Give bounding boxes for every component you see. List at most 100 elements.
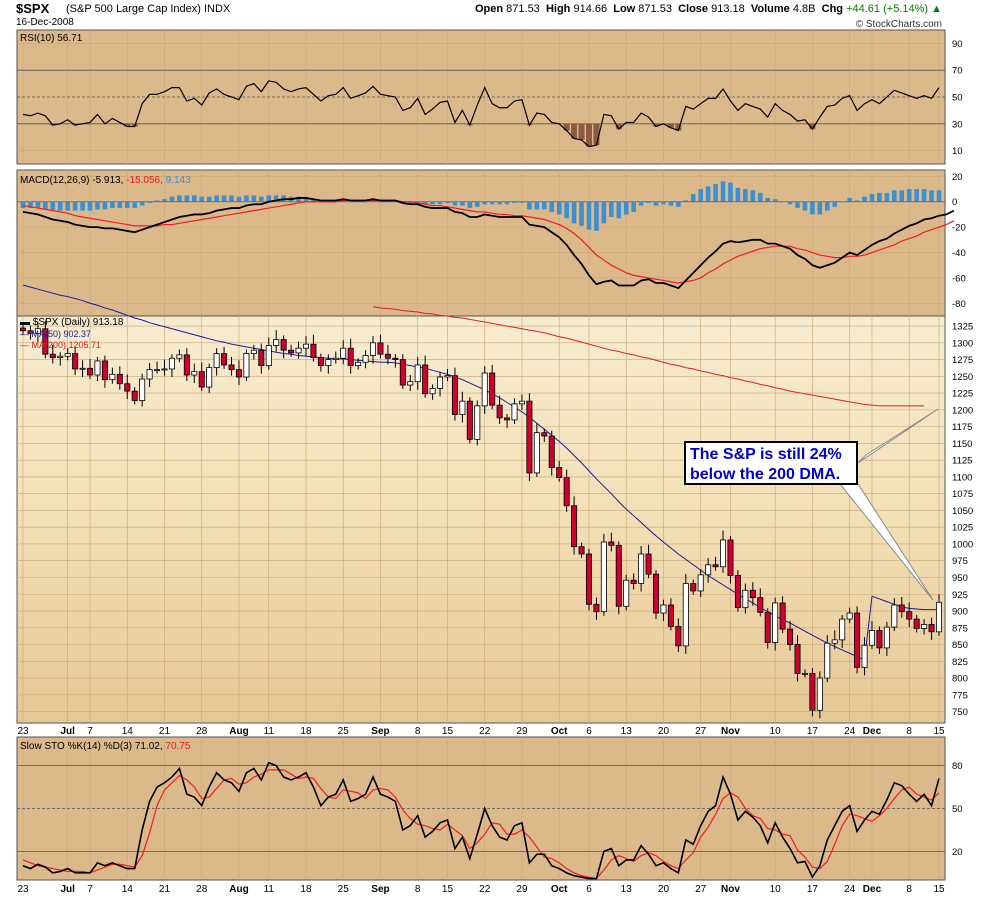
x-axis-label-bottom: 20 [658, 884, 670, 895]
macd-histogram-bar [735, 187, 741, 202]
macd-tick-label: 0 [952, 197, 957, 208]
macd-histogram-bar [802, 201, 808, 211]
candle-body [667, 604, 674, 627]
low-label: Low [613, 3, 636, 15]
x-axis-label: 21 [159, 726, 171, 737]
macd-histogram-bar [743, 189, 748, 202]
candle-body [429, 388, 436, 395]
macd-histogram-bar [445, 201, 450, 204]
ma50-legend: — MA(50) 902.37 [20, 329, 91, 339]
x-axis-label: Aug [229, 726, 248, 737]
candle-body [466, 400, 473, 440]
x-axis-label-bottom: Dec [863, 884, 882, 895]
macd-histogram-bar [340, 200, 346, 202]
x-axis-label-bottom: Oct [551, 884, 568, 895]
macd-histogram-bar [35, 201, 41, 209]
macd-signal-line [22, 199, 955, 284]
x-axis-label: 29 [516, 726, 528, 737]
candle-body [422, 364, 429, 395]
candle-body [481, 372, 488, 407]
candle-body [168, 357, 175, 370]
candle-body [444, 375, 451, 378]
macd-legend: MACD(12,26,9) -5.913, -15.056, 9.143 [20, 175, 191, 186]
price-tick-label: 1300 [952, 338, 973, 349]
x-axis-label-bottom: 28 [196, 884, 208, 895]
x-axis-label-bottom: 8 [906, 884, 912, 895]
macd-tick-label: -40 [952, 248, 966, 259]
x-axis-label: 28 [196, 726, 208, 737]
candle-body [72, 353, 79, 370]
x-axis-label-bottom: 17 [807, 884, 819, 895]
macd-histogram-bar [43, 201, 48, 210]
macd-histogram-bar [57, 201, 63, 211]
macd-histogram-bar [229, 195, 234, 202]
macd-histogram-bar [348, 201, 353, 203]
macd-histogram-bar [869, 194, 875, 202]
candle-body [280, 339, 287, 351]
macd-histogram-bar [147, 201, 152, 204]
rsi-legend: RSI(10) 56.71 [20, 33, 83, 44]
macd-histogram-bar [251, 195, 257, 202]
macd-tick-label: -60 [952, 273, 966, 284]
rsi-line [22, 80, 940, 148]
candle-body [846, 612, 853, 620]
x-axis-label-bottom: Jul [60, 884, 75, 895]
macd-histogram-bar [750, 190, 756, 202]
candle-body [377, 342, 384, 355]
macd-histogram-bar [102, 201, 108, 210]
candle-body [511, 403, 518, 421]
candle-body [34, 328, 41, 334]
x-axis-label-bottom: 23 [17, 884, 29, 895]
price-tick-label: 1225 [952, 389, 973, 400]
x-axis-label: 11 [264, 726, 275, 737]
macd-histogram-bar [638, 201, 644, 206]
candle-body [742, 589, 749, 609]
candle-body [362, 355, 369, 363]
price-tick-label: 1075 [952, 489, 973, 500]
macd-histogram-bar [757, 192, 763, 202]
candle-body [727, 539, 734, 576]
macd-histogram-bar [20, 201, 26, 209]
candle-body [273, 339, 280, 346]
close-label: Close [678, 3, 709, 15]
candle-body [772, 602, 779, 643]
candle-body [794, 644, 801, 674]
candle-body [839, 618, 846, 641]
macd-histogram-bar [884, 192, 890, 202]
price-panel [16, 315, 946, 724]
candle-body [437, 376, 444, 389]
candle-body [749, 589, 756, 599]
high-label: High [545, 3, 571, 15]
x-axis-label: 8 [906, 726, 912, 737]
candle-body [779, 602, 786, 630]
candle-body [407, 381, 414, 386]
candle-body [548, 435, 555, 468]
candle-body [302, 343, 309, 349]
x-axis-label-bottom: 18 [300, 884, 312, 895]
low-value: 871.53 [638, 3, 672, 15]
candle-body [355, 361, 362, 367]
candle-body [906, 611, 913, 620]
macd-histogram-bar [407, 201, 413, 205]
price-tick-label: 1175 [952, 422, 972, 433]
macd-histogram-bar [646, 201, 651, 204]
candle-body [764, 611, 771, 643]
x-axis-label: 23 [17, 726, 29, 737]
x-axis-label-bottom: 15 [933, 884, 945, 895]
macd-histogram-bar [460, 201, 465, 206]
candle-body [489, 372, 496, 406]
macd-panel [16, 169, 946, 317]
macd-histogram-bar [594, 201, 599, 231]
macd-histogram-bar [906, 189, 912, 202]
candle-body [206, 367, 213, 388]
macd-histogram-bar [817, 201, 823, 215]
macd-histogram-bar [266, 195, 272, 202]
x-axis-label-bottom: 21 [159, 884, 171, 895]
macd-histogram-bar [497, 201, 502, 205]
macd-histogram-bar [765, 197, 771, 202]
macd-histogram-bar [385, 201, 391, 203]
candle-body [533, 432, 540, 474]
candle-body [288, 349, 295, 354]
macd-histogram-bar [162, 199, 167, 202]
x-axis-label-bottom: Nov [721, 884, 740, 895]
